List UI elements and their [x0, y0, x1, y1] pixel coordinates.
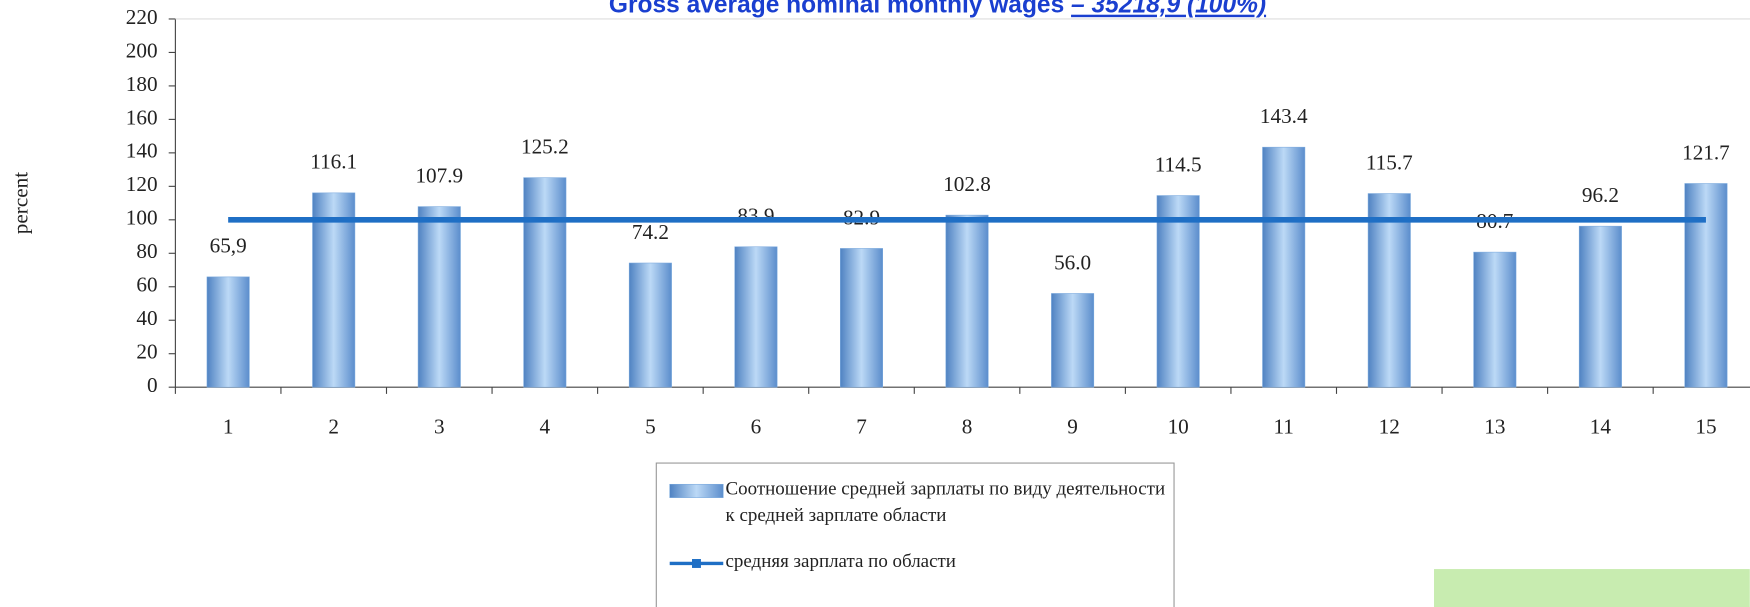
x-tick-label: 10: [1168, 414, 1189, 438]
bar: [1263, 147, 1305, 387]
legend-label: средняя зарплата по области: [725, 548, 1171, 575]
data-label: 107.9: [415, 163, 463, 187]
x-tick-label: 5: [645, 414, 656, 438]
data-label: 96.2: [1582, 183, 1619, 207]
legend-entry: средняя зарплата по области: [725, 548, 1171, 607]
bar: [524, 178, 566, 388]
title-main: Gross average nominal monthly wages: [609, 0, 1064, 19]
y-tick-label: 180: [126, 72, 158, 96]
data-label: 143.4: [1260, 104, 1308, 128]
x-tick-label: 8: [962, 414, 973, 438]
x-tick-label: 3: [434, 414, 445, 438]
bar: [1157, 196, 1199, 388]
bar: [946, 215, 988, 387]
bar: [1474, 252, 1516, 387]
bar: [629, 263, 671, 387]
y-tick-label: 0: [147, 373, 158, 397]
bar: [1685, 183, 1727, 387]
x-tick-label: 7: [856, 414, 867, 438]
y-tick-label: 80: [136, 239, 157, 263]
x-tick-label: 1: [223, 414, 234, 438]
x-tick-label: 14: [1590, 414, 1612, 438]
legend-entry: Соотношение средней зарплаты по виду дея…: [725, 475, 1171, 542]
bar: [735, 247, 777, 387]
y-tick-label: 220: [126, 5, 158, 29]
data-label: 116.1: [310, 150, 357, 174]
x-tick-label: 13: [1484, 414, 1505, 438]
y-tick-label: 20: [136, 340, 157, 364]
bar: [840, 248, 882, 387]
data-label: 102.8: [943, 172, 991, 196]
y-tick-label: 40: [136, 306, 157, 330]
y-tick-label: 120: [126, 172, 158, 196]
data-label: 121.7: [1682, 140, 1730, 164]
x-tick-label: 12: [1379, 414, 1400, 438]
x-tick-label: 9: [1067, 414, 1078, 438]
bar: [1579, 226, 1621, 387]
y-tick-label: 200: [126, 38, 158, 62]
x-tick-label: 15: [1695, 414, 1716, 438]
page: Gross average nominal monthly wages – 35…: [0, 0, 1750, 607]
data-label: 56.0: [1054, 250, 1091, 274]
bar: [1051, 293, 1093, 387]
y-tick-label: 100: [126, 206, 158, 230]
legend-swatch: [670, 484, 724, 497]
legend-label: Соотношение средней зарплаты по виду дея…: [725, 475, 1171, 529]
data-label: 114.5: [1155, 152, 1202, 176]
y-tick-label: 140: [126, 139, 158, 163]
bar: [207, 277, 249, 387]
title-value: – 35218,9 (100%): [1071, 0, 1266, 19]
data-label: 115.7: [1366, 150, 1413, 174]
y-tick-label: 60: [136, 273, 157, 297]
x-tick-label: 11: [1274, 414, 1294, 438]
x-tick-label: 2: [328, 414, 339, 438]
data-label: 83.9: [737, 204, 774, 228]
data-label: 125.2: [521, 134, 569, 158]
data-label: 74.2: [632, 220, 669, 244]
legend-marker: [692, 559, 701, 568]
chart: Gross average nominal monthly wages – 35…: [0, 0, 1750, 607]
x-tick-label: 6: [751, 414, 762, 438]
chart-title: Gross average nominal monthly wages – 35…: [609, 0, 1266, 19]
y-axis-label: percent: [8, 172, 32, 234]
decoration-image: [1434, 569, 1750, 607]
x-tick-label: 4: [540, 414, 551, 438]
data-label: 65,9: [210, 234, 247, 258]
y-tick-label: 160: [126, 105, 158, 129]
bar: [418, 207, 460, 388]
